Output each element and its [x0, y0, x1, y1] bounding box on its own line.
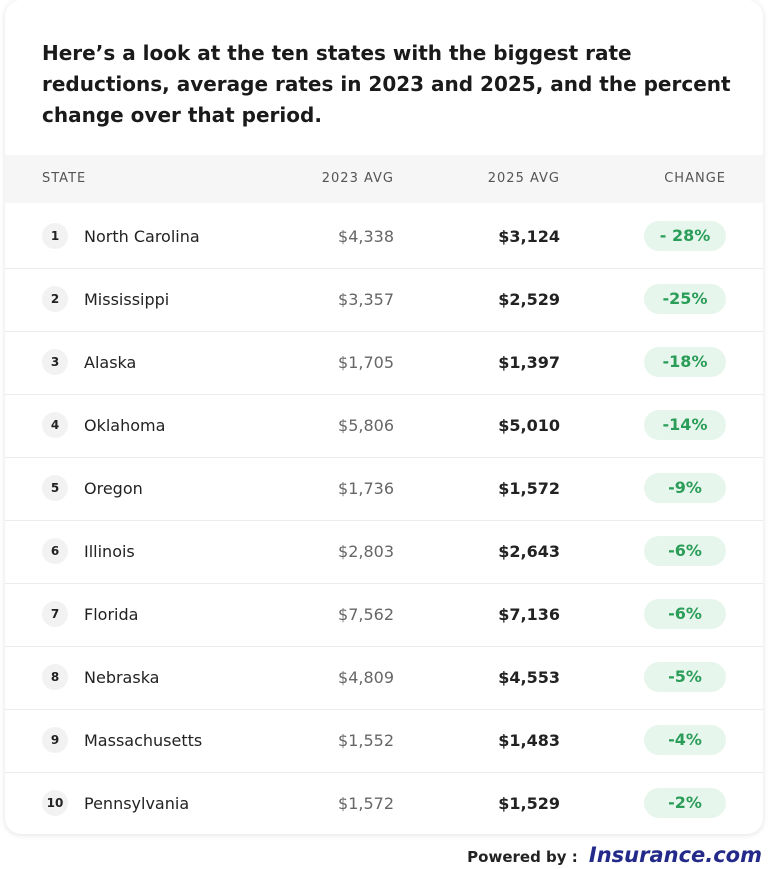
state-name: Mississippi	[84, 290, 170, 309]
column-header: STATE	[42, 171, 87, 186]
avg-2025: $2,529	[498, 290, 560, 309]
table-row: 10 Pennsylvania $1,572 $1,529 -2%	[5, 772, 763, 834]
state-name: Oklahoma	[84, 416, 166, 435]
avg-2023: $5,806	[338, 416, 394, 435]
column-header: 2025 AVG	[487, 171, 560, 186]
avg-2025: $1,529	[498, 794, 560, 813]
state-name: Oregon	[84, 479, 143, 498]
powered-by: Powered by :	[467, 848, 578, 866]
rank-badge: 5	[42, 475, 68, 501]
table-header: STATE 2023 AVG 2025 AVG CHANGE	[5, 155, 763, 203]
change-pill: -25%	[644, 284, 726, 314]
table-row: 2 Mississippi $3,357 $2,529 -25%	[5, 268, 763, 332]
state-name: Illinois	[84, 542, 135, 561]
avg-2023: $1,572	[338, 794, 394, 813]
rank-badge: 6	[42, 538, 68, 564]
change-pill: -18%	[644, 347, 726, 377]
state-name: Pennsylvania	[84, 794, 190, 813]
rank-badge: 1	[42, 223, 68, 249]
rank-badge: 4	[42, 412, 68, 438]
avg-2025: $5,010	[498, 416, 560, 435]
logo[interactable]: Insurance.com	[588, 843, 762, 867]
change-pill: -6%	[644, 536, 726, 566]
table-row: 8 Nebraska $4,809 $4,553 -5%	[5, 646, 763, 710]
table-row: 4 Oklahoma $5,806 $5,010 -14%	[5, 394, 763, 458]
column-header: CHANGE	[664, 171, 726, 186]
table-card: Here’s a look at the ten states with the…	[5, 0, 763, 834]
avg-2025: $2,643	[498, 542, 560, 561]
avg-2025: $1,397	[498, 353, 560, 372]
table-row: 6 Illinois $2,803 $2,643 -6%	[5, 520, 763, 584]
rank-badge: 3	[42, 349, 68, 375]
avg-2023: $1,705	[338, 353, 394, 372]
change-pill: - 28%	[644, 221, 726, 251]
avg-2023: $3,357	[338, 290, 394, 309]
change-pill: -4%	[644, 725, 726, 755]
rank-badge: 2	[42, 286, 68, 312]
avg-2023: $1,552	[338, 731, 394, 750]
table-row: 3 Alaska $1,705 $1,397 -18%	[5, 331, 763, 395]
avg-2023: $1,736	[338, 479, 394, 498]
avg-2025: $1,483	[498, 731, 560, 750]
avg-2025: $1,572	[498, 479, 560, 498]
rank-badge: 10	[42, 790, 68, 816]
state-name: Alaska	[84, 353, 137, 372]
rank-badge: 8	[42, 664, 68, 690]
column-header: 2023 AVG	[321, 171, 394, 186]
rank-badge: 7	[42, 601, 68, 627]
state-name: North Carolina	[84, 227, 200, 246]
table-row: 5 Oregon $1,736 $1,572 -9%	[5, 457, 763, 521]
change-pill: -6%	[644, 599, 726, 629]
table-row: 9 Massachusetts $1,552 $1,483 -4%	[5, 709, 763, 773]
state-name: Florida	[84, 605, 139, 624]
state-name: Nebraska	[84, 668, 160, 687]
state-name: Massachusetts	[84, 731, 203, 750]
rank-badge: 9	[42, 727, 68, 753]
change-pill: -2%	[644, 788, 726, 818]
avg-2025: $4,553	[498, 668, 560, 687]
change-pill: -5%	[644, 662, 726, 692]
change-pill: -9%	[644, 473, 726, 503]
avg-2023: $7,562	[338, 605, 394, 624]
avg-2023: $2,803	[338, 542, 394, 561]
avg-2023: $4,338	[338, 227, 394, 246]
footer: Powered by : Insurance.com	[467, 843, 762, 867]
avg-2023: $4,809	[338, 668, 394, 687]
avg-2025: $3,124	[498, 227, 560, 246]
table-row: 7 Florida $7,562 $7,136 -6%	[5, 583, 763, 647]
title: Here’s a look at the ten states with the…	[42, 41, 731, 127]
table-row: 1 North Carolina $4,338 $3,124 - 28%	[5, 205, 763, 269]
avg-2025: $7,136	[498, 605, 560, 624]
change-pill: -14%	[644, 410, 726, 440]
